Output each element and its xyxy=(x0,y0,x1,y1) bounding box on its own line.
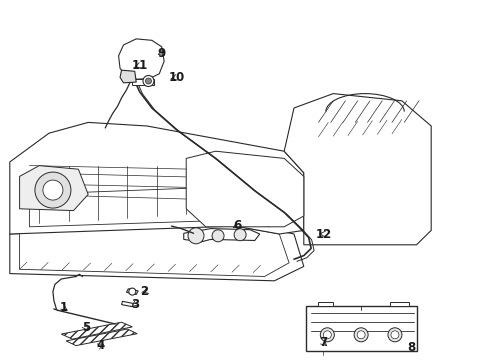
Circle shape xyxy=(391,331,399,339)
Circle shape xyxy=(388,328,402,342)
Polygon shape xyxy=(126,289,138,294)
Polygon shape xyxy=(120,70,136,83)
Polygon shape xyxy=(61,322,132,339)
Polygon shape xyxy=(10,223,304,281)
Text: 8: 8 xyxy=(408,341,416,354)
Text: 2: 2 xyxy=(141,285,148,298)
Text: 11: 11 xyxy=(131,59,148,72)
Polygon shape xyxy=(119,39,164,79)
Polygon shape xyxy=(66,329,137,346)
Circle shape xyxy=(320,328,334,342)
Polygon shape xyxy=(20,226,289,276)
Circle shape xyxy=(323,331,331,339)
Polygon shape xyxy=(29,187,274,227)
Circle shape xyxy=(43,180,63,200)
Polygon shape xyxy=(132,79,154,85)
Text: 7: 7 xyxy=(319,336,327,349)
Circle shape xyxy=(143,76,154,86)
Polygon shape xyxy=(306,306,416,351)
Circle shape xyxy=(129,288,136,295)
Circle shape xyxy=(35,172,71,208)
Polygon shape xyxy=(20,166,88,211)
Circle shape xyxy=(354,328,368,342)
Circle shape xyxy=(146,78,151,84)
Circle shape xyxy=(212,230,224,242)
Text: 3: 3 xyxy=(131,298,139,311)
Text: 10: 10 xyxy=(168,71,185,84)
Polygon shape xyxy=(10,122,304,234)
Text: 1: 1 xyxy=(60,301,68,314)
Polygon shape xyxy=(318,302,333,306)
Circle shape xyxy=(234,229,246,241)
Polygon shape xyxy=(122,301,133,307)
Text: 4: 4 xyxy=(97,339,104,352)
Circle shape xyxy=(188,228,204,244)
Circle shape xyxy=(357,331,365,339)
Polygon shape xyxy=(284,94,431,245)
Polygon shape xyxy=(184,229,260,242)
Polygon shape xyxy=(186,151,304,227)
Text: 12: 12 xyxy=(315,228,332,240)
Polygon shape xyxy=(390,302,409,306)
Text: 9: 9 xyxy=(158,47,166,60)
Text: 5: 5 xyxy=(82,321,90,334)
Text: 6: 6 xyxy=(234,219,242,231)
